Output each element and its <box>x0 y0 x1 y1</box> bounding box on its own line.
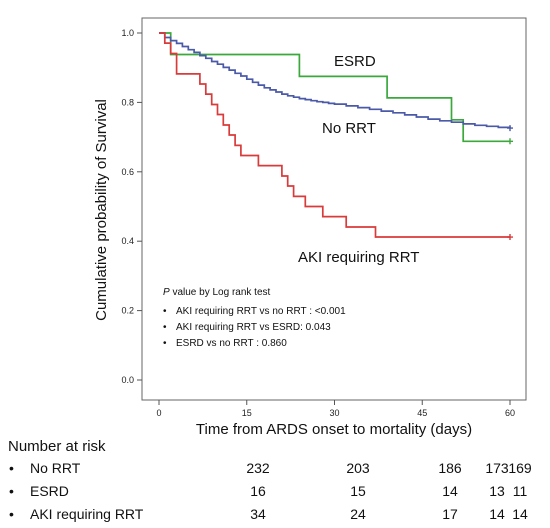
risk-row-value: 186 <box>438 460 462 476</box>
series-label-no-rrt: No RRT <box>322 120 376 137</box>
series-label-aki-rrt: AKI requiring RRT <box>298 249 419 266</box>
x-tick-label: 60 <box>505 408 515 418</box>
risk-row-value: 232 <box>246 460 270 476</box>
y-axis-label: Cumulative probability of Survival <box>93 99 110 321</box>
risk-row-value: 173 <box>485 460 509 476</box>
survival-curve-esrd <box>159 32 510 143</box>
risk-row-value: 169 <box>508 460 532 476</box>
series-label-esrd: ESRD <box>334 53 376 70</box>
survival-curve-no-rrt <box>159 32 511 129</box>
risk-row: • AKI requiring RRT 34 24 17 14 14 <box>0 506 550 526</box>
annotation-line: AKI requiring RRT vs no RRT : <0.001 <box>176 306 346 317</box>
y-tick-label: 0.6 <box>121 167 134 177</box>
y-axis: 0.0 0.2 0.4 0.6 0.8 1.0 <box>121 28 142 385</box>
risk-row-value: 16 <box>250 483 266 499</box>
annotation-line: AKI requiring RRT vs ESRD: 0.043 <box>176 322 331 333</box>
risk-row-value: 34 <box>250 506 266 522</box>
risk-row-value: 24 <box>350 506 366 522</box>
annotation-title: P value by Log rank test <box>163 287 271 298</box>
x-tick-label: 45 <box>417 408 427 418</box>
risk-row-value: 15 <box>350 483 366 499</box>
y-tick-label: 0.4 <box>121 236 134 246</box>
x-axis: 0 15 30 45 60 <box>156 400 515 418</box>
annotation-bullet: • <box>163 306 167 317</box>
risk-row-label: ESRD <box>30 483 69 499</box>
risk-row-bullet: • <box>9 460 14 476</box>
risk-row-bullet: • <box>9 506 14 522</box>
annotation-title-text: value by Log rank test <box>170 287 271 298</box>
annotation-title-italic: P <box>163 287 170 298</box>
series-group <box>159 32 513 241</box>
risk-row-bullet: • <box>9 483 14 499</box>
y-tick-label: 0.8 <box>121 97 134 107</box>
y-tick-label: 1.0 <box>121 28 134 38</box>
risk-row-value: 11 <box>512 483 528 499</box>
censor-mark-aki-requiring-rrt <box>507 234 513 241</box>
risk-row-value: 14 <box>512 506 528 522</box>
risk-row-value: 14 <box>489 506 505 522</box>
risk-row: • No RRT 232 203 186 173 169 <box>0 460 550 480</box>
risk-row: • ESRD 16 15 14 13 11 <box>0 483 550 503</box>
y-tick-label: 0.0 <box>121 375 134 385</box>
censor-mark-no-rrt <box>507 125 513 132</box>
risk-row-label: AKI requiring RRT <box>30 506 144 522</box>
annotation-line: ESRD vs no RRT : 0.860 <box>176 338 287 349</box>
x-axis-label: Time from ARDS onset to mortality (days) <box>196 421 472 438</box>
plot-frame <box>141 17 527 401</box>
y-tick-label: 0.2 <box>121 306 134 316</box>
risk-row-label: No RRT <box>30 460 81 476</box>
risk-table-title: Number at risk <box>8 438 106 455</box>
risk-row-value: 17 <box>442 506 458 522</box>
annotation-bullet: • <box>163 338 167 349</box>
risk-row-value: 13 <box>489 483 505 499</box>
x-tick-label: 0 <box>156 408 161 418</box>
censor-mark-esrd <box>507 138 513 145</box>
risk-row-value: 203 <box>346 460 370 476</box>
survival-curve-aki-requiring-rrt <box>159 32 510 238</box>
km-figure: 0.0 0.2 0.4 0.6 0.8 1.0 0 15 30 45 60 Cumulative … <box>93 17 527 438</box>
x-tick-label: 30 <box>329 408 339 418</box>
risk-row-value: 14 <box>442 483 458 499</box>
log-rank-annotation: P value by Log rank test• AKI requiring R… <box>163 287 346 349</box>
x-tick-label: 15 <box>242 408 252 418</box>
annotation-bullet: • <box>163 322 167 333</box>
